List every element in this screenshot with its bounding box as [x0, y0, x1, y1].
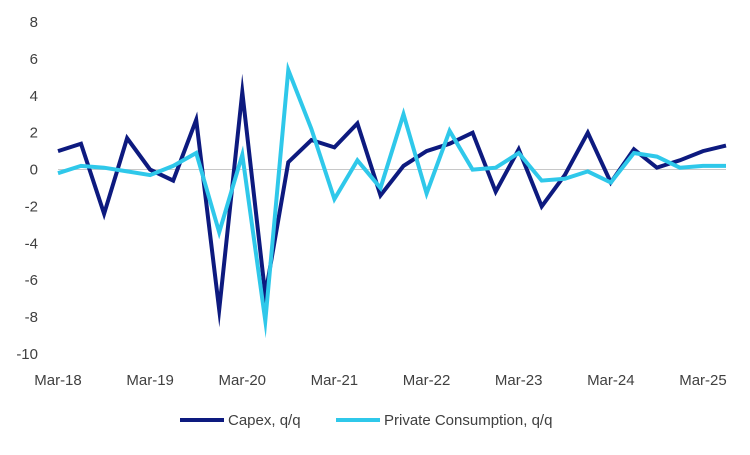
x-tick-label: Mar-20 — [219, 372, 267, 389]
x-tick-label: Mar-24 — [587, 372, 635, 389]
legend-label: Private Consumption, q/q — [384, 412, 552, 429]
series-line-private-consumption — [57, 61, 726, 339]
legend-item-capex: Capex, q/q — [180, 412, 301, 429]
legend-item-private-consumption: Private Consumption, q/q — [336, 412, 552, 429]
y-tick-label: -6 — [25, 272, 38, 289]
y-tick-label: 0 — [30, 162, 38, 179]
y-axis: 8 6 4 2 0 -2 -4 -6 -8 -10 — [16, 14, 38, 363]
y-tick-label: -8 — [25, 309, 38, 326]
series-layer — [57, 61, 727, 339]
x-tick-label: Mar-22 — [403, 372, 451, 389]
y-tick-label: -10 — [16, 346, 38, 363]
x-tick-label: Mar-25 — [679, 372, 727, 389]
legend: Capex, q/q Private Consumption, q/q — [180, 412, 552, 429]
x-tick-label: Mar-21 — [311, 372, 359, 389]
y-tick-label: 2 — [30, 125, 38, 142]
y-tick-label: -2 — [25, 198, 38, 215]
x-axis: Mar-18 Mar-19 Mar-20 Mar-21 Mar-22 Mar-23 Mar-… — [34, 372, 726, 389]
y-tick-label: 8 — [30, 14, 38, 31]
series-line-capex — [57, 73, 727, 328]
legend-label: Capex, q/q — [228, 412, 301, 429]
x-tick-label: Mar-19 — [126, 372, 174, 389]
x-tick-label: Mar-23 — [495, 372, 543, 389]
x-tick-label: Mar-18 — [34, 372, 82, 389]
y-tick-label: 4 — [30, 88, 38, 105]
y-tick-label: -4 — [25, 235, 38, 252]
y-tick-label: 6 — [30, 51, 38, 68]
